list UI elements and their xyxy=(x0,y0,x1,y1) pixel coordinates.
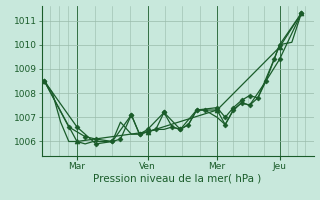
X-axis label: Pression niveau de la mer( hPa ): Pression niveau de la mer( hPa ) xyxy=(93,173,262,183)
